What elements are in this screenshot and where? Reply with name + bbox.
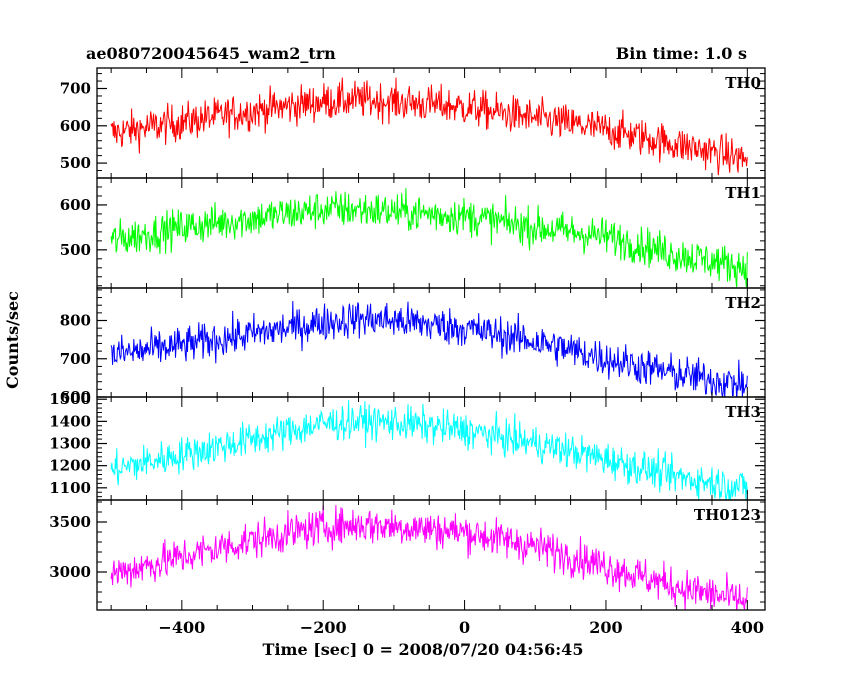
y-tick-label: 700	[60, 350, 91, 368]
y-tick-label: 600	[60, 388, 91, 406]
panel-th0: 500 600 700 TH0	[60, 67, 766, 179]
y-tick-label: 500	[60, 241, 91, 259]
x-tick-label: 200	[589, 618, 622, 637]
panel-label: TH2	[725, 294, 761, 312]
panel-frame	[96, 499, 766, 611]
x-axis-label: Time [sec] 0 = 2008/07/20 04:56:45	[263, 640, 584, 659]
y-tick-label: 1100	[49, 479, 91, 497]
panel-label: TH1	[725, 184, 761, 202]
y-tick-label: 700	[60, 80, 91, 98]
panel-frame	[96, 177, 766, 289]
y-tick-label: 600	[60, 196, 91, 214]
panel-label: TH0	[725, 74, 761, 92]
series-line-th3	[110, 400, 748, 500]
panel-label: TH3	[725, 403, 761, 421]
x-tick-label: −400	[158, 618, 205, 637]
panel-th3: 1100 1200 1300 1400 1500 TH3	[49, 390, 766, 501]
series-line-th1	[110, 188, 748, 288]
y-tick-label: 1500	[49, 390, 91, 408]
y-tick-label: 600	[60, 117, 91, 135]
panel-label: TH0123	[694, 506, 761, 524]
series-line-th0	[110, 77, 748, 176]
x-tick-label: −200	[300, 618, 347, 637]
chart-title: ae080720045645_wam2_trn	[86, 44, 336, 63]
x-tick-label: 400	[731, 618, 764, 637]
y-tick-label: 800	[60, 312, 91, 330]
y-axis-label: Counts/sec	[3, 291, 22, 389]
bin-time-label: Bin time: 1.0 s	[615, 44, 747, 63]
y-tick-label: 1400	[49, 412, 91, 430]
y-tick-label: 1200	[49, 457, 91, 475]
series-line-th0123	[110, 505, 748, 610]
panel-th2: 600 700 800 TH2	[60, 287, 766, 406]
x-tick-label: 0	[459, 618, 470, 637]
y-tick-label: 3500	[49, 513, 91, 531]
y-tick-label: 3000	[49, 563, 91, 581]
y-tick-label: 1300	[49, 435, 91, 453]
panel-th0123: 3000 3500 TH0123	[49, 499, 766, 611]
panel-th1: 500 600 TH1	[60, 177, 766, 289]
series-line-th2	[110, 300, 748, 397]
y-tick-label: 500	[60, 154, 91, 172]
